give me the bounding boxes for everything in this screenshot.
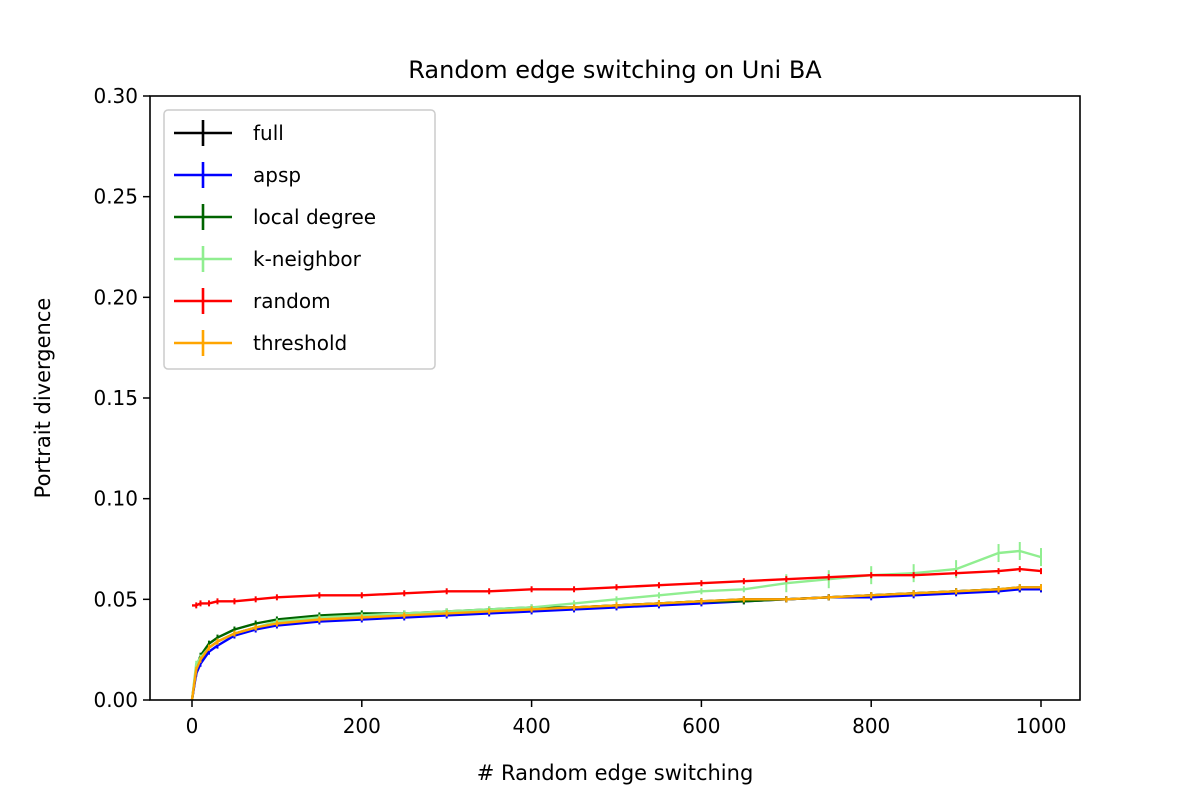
legend-item: k-neighbor: [174, 246, 362, 272]
x-axis: 0 200 400 600 800 1000: [186, 700, 1067, 738]
y-axis-title: Portrait divergence: [31, 298, 55, 499]
x-tick-label: 800: [852, 714, 890, 738]
legend-label: k-neighbor: [253, 247, 362, 271]
x-tick-label: 0: [186, 714, 199, 738]
y-axis: 0.00 0.05 0.10 0.15 0.20 0.25 0.30: [93, 84, 150, 712]
y-tick-label: 0.05: [93, 587, 138, 611]
legend-item: threshold: [174, 330, 347, 356]
legend-item: apsp: [174, 162, 301, 188]
y-tick-label: 0.15: [93, 386, 138, 410]
x-tick-label: 400: [513, 714, 551, 738]
x-tick-label: 200: [343, 714, 381, 738]
y-tick-label: 0.10: [93, 487, 138, 511]
y-tick-label: 0.20: [93, 285, 138, 309]
chart-title: Random edge switching on Uni BA: [408, 56, 822, 84]
legend: full apsp local degree k-neighbor random thre…: [163, 109, 436, 370]
legend-item: local degree: [174, 204, 376, 230]
legend-label: threshold: [253, 331, 347, 355]
y-tick-label: 0.30: [93, 84, 138, 108]
legend-label: full: [253, 121, 284, 145]
series-threshold: [190, 584, 1042, 701]
series-layer: [190, 542, 1042, 701]
legend-label: apsp: [253, 163, 301, 187]
legend-item: random: [174, 288, 331, 314]
series-random: [192, 566, 1042, 609]
y-tick-label: 0.00: [93, 688, 138, 712]
y-tick-label: 0.25: [93, 185, 138, 209]
x-axis-title: # Random edge switching: [477, 761, 754, 785]
x-tick-label: 600: [682, 714, 720, 738]
legend-item: full: [174, 120, 284, 146]
legend-label: random: [253, 289, 331, 313]
x-tick-label: 1000: [1016, 714, 1067, 738]
legend-label: local degree: [253, 205, 376, 229]
